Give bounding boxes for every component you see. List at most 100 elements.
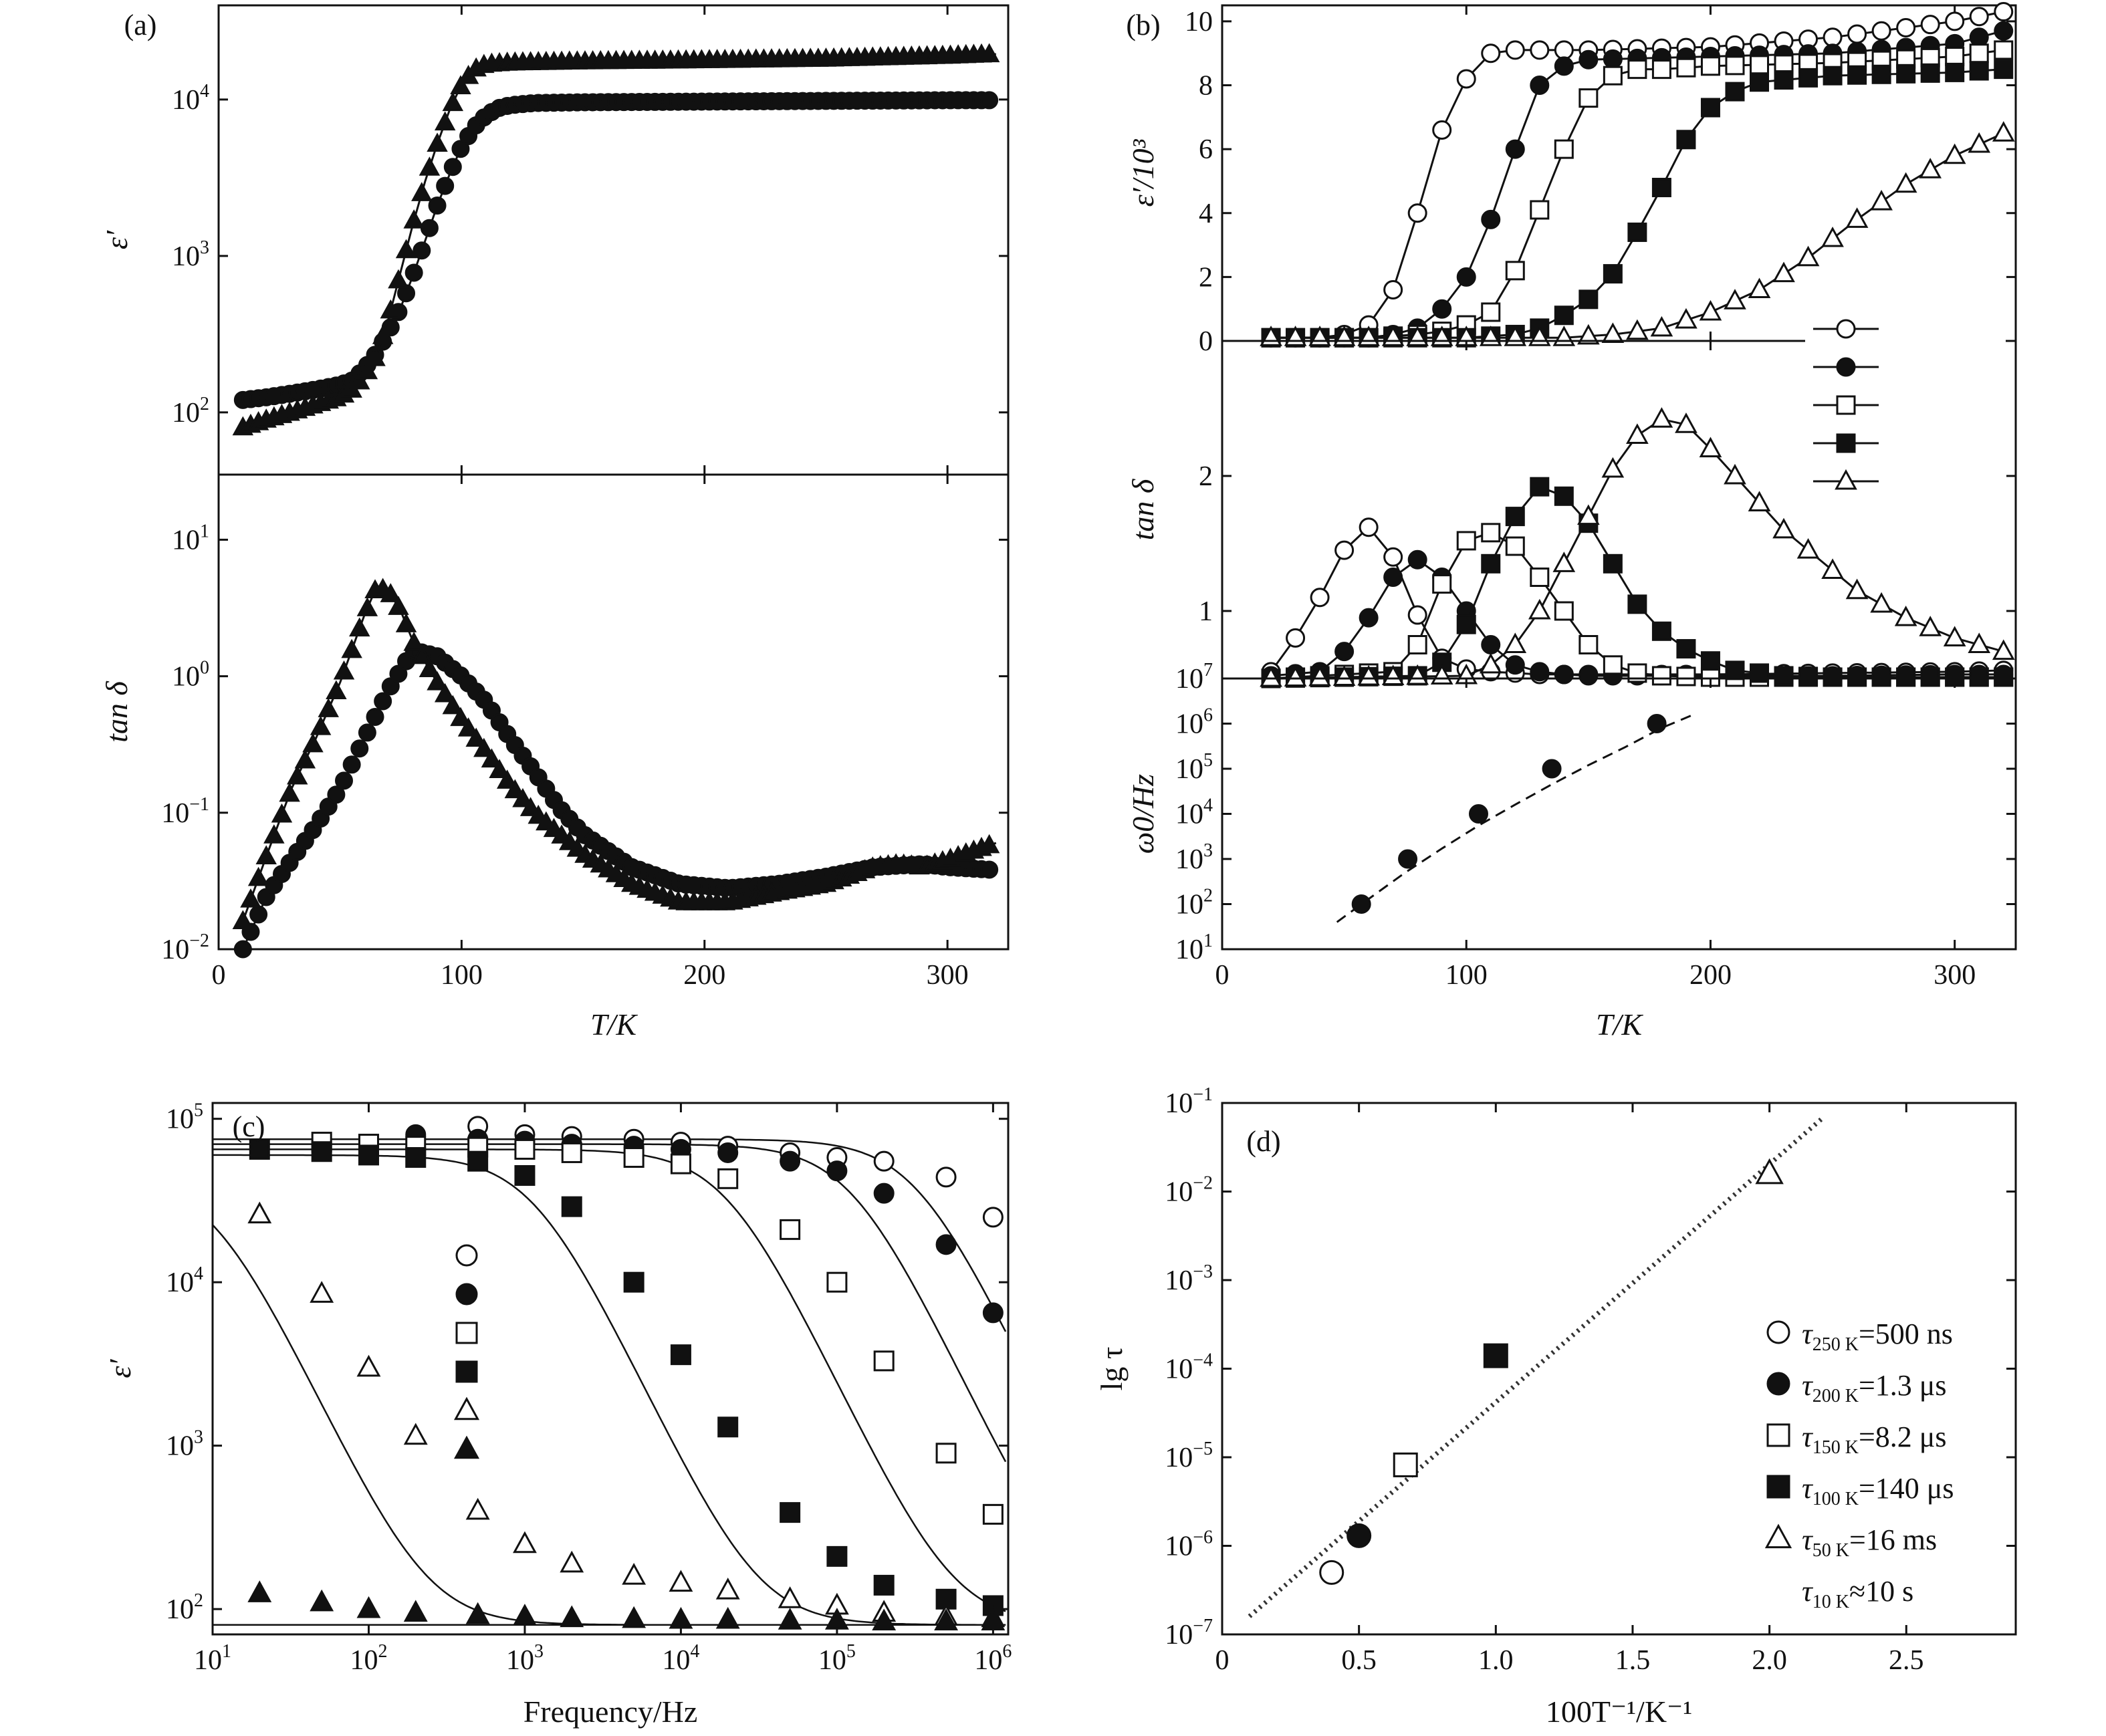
data-point bbox=[1530, 662, 1550, 682]
data-point bbox=[669, 1606, 693, 1629]
data-point bbox=[623, 1147, 645, 1168]
data-point bbox=[240, 888, 261, 908]
data-point bbox=[1676, 639, 1696, 659]
data-point bbox=[419, 658, 441, 677]
legend-label: τ50 K=16 ms bbox=[1802, 1523, 1937, 1561]
y-tick-label: 105 bbox=[166, 1100, 203, 1135]
y-tick-label: 8 bbox=[1199, 71, 1213, 102]
data-point bbox=[467, 1150, 489, 1172]
data-point bbox=[342, 755, 361, 774]
data-point bbox=[1481, 209, 1501, 229]
data-point bbox=[1528, 598, 1551, 620]
x-tick-label: 103 bbox=[506, 1641, 544, 1676]
data-point bbox=[1750, 55, 1770, 75]
data-point bbox=[1774, 70, 1794, 90]
legend-label: τ150 K=8.2 μs bbox=[1802, 1420, 1947, 1458]
data-point bbox=[358, 1144, 379, 1166]
x-tick-label: 2.5 bbox=[1889, 1645, 1924, 1676]
panel-a-subplot-2: 10−2 10−1 100 101 0 100 200 300 tan δ T/K bbox=[100, 473, 1010, 1041]
data-point bbox=[1530, 40, 1550, 60]
y-axis-label: lg τ bbox=[1094, 1347, 1129, 1391]
data-point bbox=[623, 1271, 645, 1293]
data-point bbox=[1383, 547, 1403, 567]
data-point bbox=[1871, 64, 1891, 84]
data-point bbox=[1332, 665, 1356, 687]
legend-item bbox=[453, 1435, 480, 1459]
data-point bbox=[1505, 655, 1525, 675]
panel-b-subplot-1: 0 2 4 6 8 10 ε′/10³ bbox=[1126, 2, 2017, 357]
data-point bbox=[1994, 21, 2014, 41]
data-point bbox=[1920, 15, 1940, 35]
x-tick-label: 105 bbox=[818, 1641, 856, 1676]
legend-item bbox=[1813, 357, 1879, 377]
data-point bbox=[1554, 305, 1574, 326]
data-point bbox=[1359, 517, 1379, 537]
data-point bbox=[1755, 1158, 1784, 1185]
data-point bbox=[1945, 46, 1965, 66]
data-point bbox=[465, 1497, 490, 1520]
legend-label: τ10 K≈10 s bbox=[1802, 1575, 1913, 1612]
data-point bbox=[380, 299, 402, 319]
data-point bbox=[489, 759, 510, 778]
data-point bbox=[1479, 652, 1502, 674]
data-point bbox=[978, 834, 1000, 854]
data-point bbox=[403, 209, 425, 229]
data-point bbox=[388, 596, 409, 615]
data-point bbox=[1481, 553, 1501, 574]
data-point bbox=[481, 748, 503, 768]
fit-line bbox=[213, 1148, 1006, 1612]
data-point bbox=[1481, 523, 1501, 543]
y-tick-label: 104 bbox=[166, 1263, 203, 1298]
data-point bbox=[1920, 63, 1940, 83]
data-point bbox=[1456, 614, 1476, 634]
data-point bbox=[561, 1142, 582, 1163]
y-tick-label: 10 bbox=[1185, 7, 1213, 37]
data-point bbox=[1870, 592, 1893, 613]
x-tick-label: 2.0 bbox=[1752, 1645, 1787, 1676]
data-point bbox=[1647, 714, 1667, 733]
data-point bbox=[1994, 2, 2014, 22]
legend-item bbox=[1813, 469, 1879, 490]
panel-label: (d) bbox=[1246, 1125, 1280, 1158]
legend-marker bbox=[1836, 319, 1856, 339]
data-point bbox=[450, 75, 471, 95]
x-tick-label: 300 bbox=[927, 960, 969, 991]
data-point bbox=[350, 739, 369, 758]
legend-marker bbox=[455, 1360, 478, 1383]
legend-item: τ50 K=16 ms bbox=[1764, 1523, 1937, 1561]
legend-label: τ250 K=500 ns bbox=[1802, 1318, 1953, 1355]
data-point bbox=[1919, 616, 1942, 636]
panel-c: 102 103 104 105 101 102 103 104 105 106 ε′ Frequenc… bbox=[103, 1100, 1012, 1729]
data-point bbox=[1724, 289, 1746, 309]
data-point bbox=[1748, 491, 1771, 511]
legend-marker bbox=[455, 1283, 478, 1306]
data-point bbox=[1383, 280, 1403, 300]
data-point bbox=[1700, 56, 1720, 76]
data-point bbox=[980, 91, 999, 110]
data-point bbox=[442, 92, 464, 112]
y-tick-label: 105 bbox=[1175, 750, 1213, 785]
data-point bbox=[413, 241, 431, 260]
x-tick-label: 200 bbox=[1689, 960, 1732, 991]
y-tick-label: 0 bbox=[1199, 326, 1213, 357]
series-line bbox=[243, 99, 996, 401]
data-point bbox=[561, 1196, 582, 1217]
data-point bbox=[622, 1606, 647, 1628]
data-point bbox=[1650, 316, 1673, 337]
legend-item bbox=[455, 1283, 478, 1306]
data-point bbox=[1798, 666, 1819, 687]
data-point bbox=[560, 1605, 584, 1628]
data-point bbox=[1552, 551, 1576, 572]
y-axis-label: tan δ bbox=[100, 681, 134, 743]
x-axis-label: T/K bbox=[590, 1007, 638, 1041]
data-point bbox=[715, 1606, 740, 1629]
data-point bbox=[1847, 24, 1867, 44]
data-point bbox=[1994, 40, 2014, 60]
data-point bbox=[333, 660, 355, 680]
fit-line bbox=[213, 1154, 1006, 1626]
x-tick-label: 100 bbox=[441, 960, 483, 991]
data-point bbox=[1896, 667, 1916, 687]
y-tick-label: 106 bbox=[1175, 705, 1213, 740]
data-point bbox=[405, 1147, 427, 1168]
